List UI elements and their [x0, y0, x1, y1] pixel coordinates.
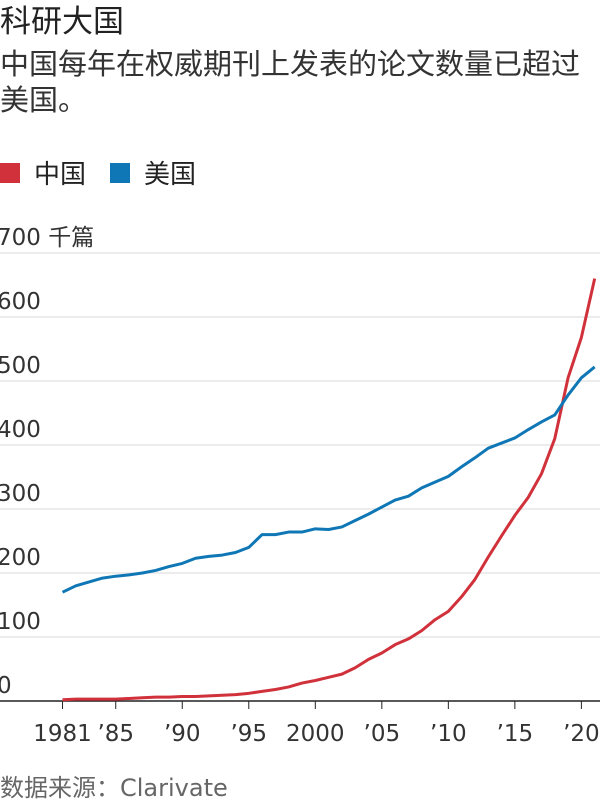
x-tick-label: ’20 — [563, 721, 600, 747]
legend-label: 美国 — [144, 160, 197, 190]
y-tick-label: 200 — [0, 545, 41, 571]
data-line — [61, 365, 596, 594]
x-tick-label: ’05 — [364, 721, 401, 747]
chart-subtitle: 中国每年在权威期刊上发表的论文数量已超过美国。 — [0, 47, 581, 117]
y-tick-label: 0 — [0, 673, 12, 699]
x-tick-label: ’10 — [430, 721, 467, 747]
source-note: 数据来源：Clarivate — [0, 774, 228, 802]
chart-title: 科研大国 — [0, 4, 124, 40]
y-tick-label: 100 — [0, 609, 41, 635]
legend-label: 中国 — [34, 160, 87, 190]
x-tick-label: ’85 — [97, 721, 134, 747]
legend-swatch — [0, 162, 20, 183]
x-tick-label: 2000 — [286, 721, 345, 747]
y-tick-label: 400 — [0, 417, 41, 443]
x-tick-label: ’90 — [164, 721, 201, 747]
x-tick-label: 1981 — [33, 721, 92, 747]
legend-item: 中国 — [0, 154, 86, 191]
x-tick-label: ’95 — [230, 721, 267, 747]
data-line — [62, 278, 597, 702]
legend-swatch — [110, 162, 131, 183]
legend: 中国 美国 — [0, 154, 196, 191]
y-tick-label: 500 — [0, 353, 41, 379]
x-tick-label: ’15 — [497, 721, 534, 747]
chart: 0 100 200 300 400 500 600 700 千篇 1981’85 ’90 ’95 20… — [0, 225, 600, 747]
legend-item: 美国 — [110, 154, 196, 191]
y-tick-label: 600 — [0, 289, 41, 315]
y-tick-label: 300 — [0, 481, 41, 507]
y-tick-label: 700 千篇 — [0, 225, 94, 251]
